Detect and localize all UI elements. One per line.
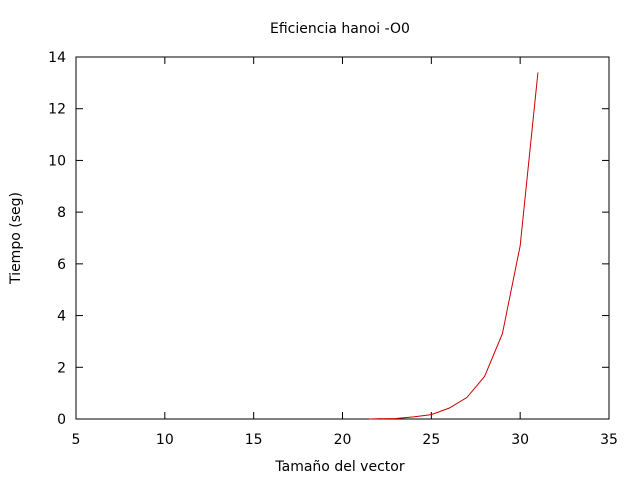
y-tick-label: 8 [57,205,66,221]
y-tick-label: 2 [57,360,66,376]
x-tick-label: 35 [600,432,618,448]
x-tick-label: 10 [156,432,174,448]
x-tick-label: 15 [245,432,263,448]
plot-frame [75,56,610,420]
x-tick-label: 5 [72,432,81,448]
y-tick-label: 12 [48,102,66,118]
x-tick-label: 25 [422,432,440,448]
y-tick-label: 6 [57,257,66,273]
y-tick-label: 10 [48,153,66,169]
y-tick-label: 14 [48,50,66,66]
chart-title: Eficiencia hanoi -O0 [270,21,410,37]
series-layer [369,72,539,420]
y-tick-label: 0 [57,412,66,428]
axis-ticks: 5 10 15 20 25 30 35 0 2 4 6 8 10 12 14 [48,50,618,448]
series-line-0 [369,72,539,420]
y-axis-title: Tiempo (seg) [8,192,24,285]
x-tick-label: 20 [334,432,352,448]
y-tick-label: 4 [57,309,66,325]
x-tick-label: 30 [511,432,529,448]
x-axis-title: Tamaño del vector [274,459,404,475]
